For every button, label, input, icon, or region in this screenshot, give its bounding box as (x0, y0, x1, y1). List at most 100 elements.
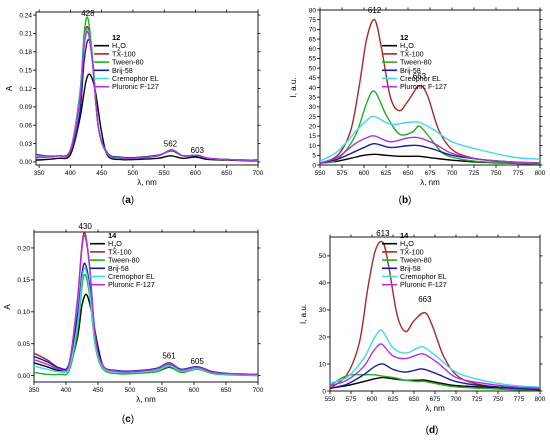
y-axis-label: A (5, 85, 14, 91)
y-tick-label: 40 (319, 280, 327, 287)
x-tick-label: 700 (253, 170, 264, 177)
x-tick-label: 625 (388, 396, 399, 403)
series-line-pluronic-f-127 (320, 135, 540, 164)
x-tick-label: 775 (513, 170, 524, 177)
panel-label: (d) (426, 425, 439, 436)
peak-annotation: 430 (79, 222, 93, 231)
x-tick-label: 750 (493, 396, 504, 403)
legend-entry-cremophor-el: Cremophor EL (400, 272, 447, 281)
legend-title: 12 (400, 33, 408, 42)
y-tick-label: 20 (309, 124, 317, 131)
series-line-tween-80 (34, 273, 258, 377)
panel-c: 350 400 450 500 550 600 650 700 0.00 0.05 0.10 0.15… (3, 222, 264, 425)
x-tick-label: 400 (61, 387, 72, 394)
x-tick-label: 700 (447, 170, 458, 177)
peak-annotation: 603 (191, 146, 205, 155)
x-axis-label: λ, nm (136, 395, 156, 404)
series-line-pluronic-f-127 (36, 30, 258, 161)
series-line-tx-100 (320, 18, 540, 164)
series-group (36, 16, 258, 162)
series-line-brij-58 (320, 142, 540, 164)
peak-annotation: 663 (418, 295, 432, 304)
peak-annotation: 613 (376, 229, 390, 238)
x-tick-label: 675 (430, 396, 441, 403)
x-tick-label: 800 (535, 170, 546, 177)
peak-annotation: 612 (368, 6, 382, 15)
x-axis-label: λ, nm (420, 178, 440, 187)
panel-a: 350 400 450 500 550 600 650 700 0.00 0.03 0.06 0.09… (5, 9, 264, 206)
series-group (320, 18, 540, 165)
series-line-tx-100 (34, 232, 258, 376)
legend-entry-brij-58: Brij-58 (400, 264, 421, 273)
legend-title: 14 (108, 231, 117, 240)
legend-entry-tween-80: Tween-80 (400, 58, 432, 67)
y-tick-label: 45 (309, 75, 317, 82)
legend-entry-h2o: H2O (112, 41, 126, 53)
peak-annotation: 561 (162, 352, 176, 361)
series-group (330, 240, 540, 391)
x-tick-label: 600 (189, 387, 200, 394)
series-line-brij-58 (330, 363, 540, 391)
series-line-cremophor-el (34, 267, 258, 376)
x-tick-label: 725 (472, 396, 483, 403)
legend-entry-h2o: H2O (400, 239, 414, 251)
y-tick-label: 0 (322, 388, 326, 395)
legend-entry-tween-80: Tween-80 (112, 58, 144, 67)
y-tick-label: 0.15 (19, 67, 32, 74)
series-line-tx-100 (36, 25, 258, 161)
y-tick-label: 0.00 (19, 159, 32, 166)
peak-annotation: 562 (164, 139, 178, 148)
x-tick-label: 725 (469, 170, 480, 177)
x-tick-label: 550 (315, 170, 326, 177)
x-tick-label: 750 (491, 170, 502, 177)
x-tick-label: 600 (190, 170, 201, 177)
x-tick-label: 675 (425, 170, 436, 177)
x-tick-label: 500 (125, 387, 136, 394)
x-tick-label: 600 (359, 170, 370, 177)
y-tick-label: 30 (319, 307, 327, 314)
legend-title: 14 (400, 231, 409, 240)
legend-entry-tx-100: TX-100 (112, 49, 136, 58)
x-tick-label: 550 (325, 396, 336, 403)
y-tick-label: 65 (309, 36, 317, 43)
y-tick-label: 0.24 (19, 12, 32, 19)
series-line-pluronic-f-127 (34, 234, 258, 376)
legend-entry-cremophor-el: Cremophor EL (108, 272, 155, 281)
x-tick-label: 775 (514, 396, 525, 403)
legend-entry-h2o: H2O (108, 239, 122, 251)
x-tick-label: 800 (535, 396, 546, 403)
legend-entry-brij-58: Brij-58 (400, 66, 421, 75)
x-tick-label: 700 (451, 396, 462, 403)
panel-d: 550 575 600 625 650 675 700 725 750 775 800 0 10 20 30… (299, 229, 546, 436)
y-tick-label: 0.15 (17, 277, 30, 284)
x-tick-label: 350 (34, 170, 45, 177)
legend-entry-creophor-el: Creophor EL (400, 74, 441, 83)
y-axis-label: A (3, 304, 12, 310)
panel-label: (c) (122, 414, 134, 425)
y-tick-label: 5 (312, 153, 316, 160)
x-tick-label: 700 (253, 387, 264, 394)
y-tick-label: 0.00 (17, 373, 30, 380)
x-tick-label: 575 (346, 396, 357, 403)
peak-annotation: 663 (413, 72, 427, 81)
y-tick-label: 0.05 (17, 341, 30, 348)
y-tick-label: 40 (309, 85, 317, 92)
legend-entry-pluronic-f-127: Pluronic F-127 (108, 280, 155, 289)
y-tick-label: 55 (309, 56, 317, 63)
series-line-h2o (330, 376, 540, 391)
y-tick-label: 15 (309, 133, 317, 140)
legend-entry-tween-80: Tween-80 (108, 256, 140, 265)
series-line-cremophor-el (330, 329, 540, 388)
panel-label: (a) (122, 195, 134, 206)
y-tick-label: 60 (309, 46, 317, 53)
series-line-h2o (36, 73, 258, 162)
legend-title: 12 (112, 33, 120, 42)
legend-entry-tx-100: TX-100 (400, 247, 424, 256)
y-tick-label: 0.18 (19, 49, 32, 56)
panel-b: 550 575 600 625 650 675 700 725 750 775 800 0 5 10 15 2… (289, 6, 546, 206)
